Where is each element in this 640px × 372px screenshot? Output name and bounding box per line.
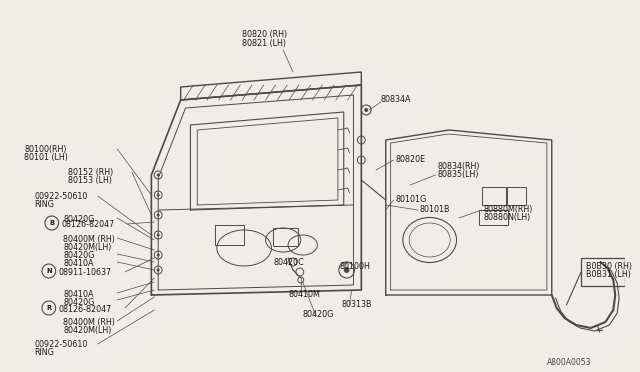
Text: 80410A: 80410A: [63, 290, 94, 299]
Bar: [581, 258, 625, 286]
Text: 80821 (LH): 80821 (LH): [242, 39, 286, 48]
Text: 80152 (RH): 80152 (RH): [68, 168, 114, 177]
Text: 80101G: 80101G: [396, 195, 427, 204]
Text: 80410A: 80410A: [63, 259, 94, 268]
Text: 80420G: 80420G: [63, 215, 95, 224]
Circle shape: [157, 234, 159, 237]
Text: RING: RING: [34, 200, 54, 209]
Circle shape: [157, 214, 159, 217]
Text: B: B: [49, 220, 54, 226]
Text: B0B30 (RH): B0B30 (RH): [586, 262, 632, 271]
Text: 80820E: 80820E: [396, 155, 426, 164]
Text: 08911-10637: 08911-10637: [59, 268, 112, 277]
Circle shape: [364, 108, 368, 112]
Text: 00922-50610: 00922-50610: [34, 192, 88, 201]
Text: 80100H: 80100H: [340, 262, 371, 271]
Bar: [273, 228, 298, 246]
Text: 80400M (RH): 80400M (RH): [63, 235, 115, 244]
Text: 80820 (RH): 80820 (RH): [242, 30, 287, 39]
Text: 00922-50610: 00922-50610: [34, 340, 88, 349]
Text: 80100(RH): 80100(RH): [24, 145, 67, 154]
Bar: [215, 225, 244, 245]
Text: 80420M(LH): 80420M(LH): [63, 243, 112, 252]
Circle shape: [157, 269, 159, 272]
Text: 80400M (RH): 80400M (RH): [63, 318, 115, 327]
Text: 80313B: 80313B: [342, 300, 372, 309]
Text: 80420G: 80420G: [303, 310, 334, 319]
Text: 80410M: 80410M: [288, 290, 320, 299]
Text: 80834A: 80834A: [381, 95, 412, 104]
Text: 80101B: 80101B: [420, 205, 451, 214]
Text: 80420C: 80420C: [273, 258, 304, 267]
Text: 80420M(LH): 80420M(LH): [63, 326, 112, 335]
Text: N: N: [46, 268, 52, 274]
Text: 80153 (LH): 80153 (LH): [68, 176, 113, 185]
Text: 80834(RH): 80834(RH): [438, 162, 480, 171]
Text: B0B31 (LH): B0B31 (LH): [586, 270, 631, 279]
Text: 80880M(RH): 80880M(RH): [483, 205, 532, 214]
Text: 80420G: 80420G: [63, 251, 95, 260]
Text: 08126-82047: 08126-82047: [61, 220, 115, 229]
Text: A800A0053: A800A0053: [547, 358, 591, 367]
Circle shape: [157, 193, 159, 196]
Text: 80101 (LH): 80101 (LH): [24, 153, 68, 162]
Circle shape: [344, 267, 349, 273]
Circle shape: [157, 173, 159, 176]
Circle shape: [157, 253, 159, 257]
Bar: [479, 210, 508, 225]
Text: RING: RING: [34, 348, 54, 357]
Text: R: R: [46, 305, 51, 311]
Text: 80420G: 80420G: [63, 298, 95, 307]
Text: 08126-82047: 08126-82047: [59, 305, 112, 314]
Text: 80880N(LH): 80880N(LH): [483, 213, 531, 222]
Text: 80835(LH): 80835(LH): [438, 170, 479, 179]
